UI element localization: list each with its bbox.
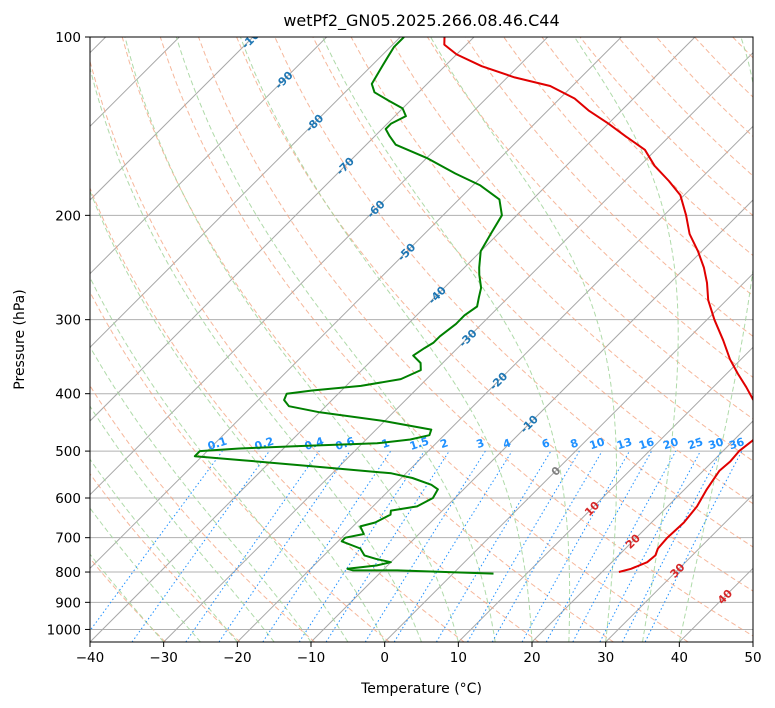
dry-adiabat-line: [236, 37, 753, 592]
mixing-ratio-label: 20: [661, 435, 680, 452]
dry-adiabat-line: [90, 186, 465, 642]
dry-adiabat-line: [503, 37, 753, 297]
y-tick-label: 700: [55, 531, 81, 547]
mixing-ratio-line: [521, 450, 630, 642]
dry-adiabat-line: [426, 37, 753, 378]
x-tick-label: 20: [523, 650, 540, 666]
isotherm-line: [90, 37, 549, 496]
moist-adiabat-line: [90, 405, 275, 642]
y-tick-label: 100: [55, 30, 81, 46]
moist-adiabat-line: [90, 65, 422, 642]
dry-adiabat-line: [159, 37, 689, 642]
x-tick-label: 40: [671, 650, 688, 666]
y-tick-label: 900: [55, 595, 81, 611]
x-tick-label: −20: [223, 650, 252, 666]
dry-adiabat-line: [90, 291, 390, 642]
x-axis: −40 −30 −20 −10 0 10 20 30 40 50: [76, 642, 762, 666]
dry-adiabat-line: [90, 59, 540, 642]
x-tick-label: −40: [76, 650, 105, 666]
isotherm-line: [384, 272, 753, 642]
mixing-ratio-label: 30: [707, 435, 726, 452]
moist-adiabat-line: [678, 37, 753, 642]
isotherm-line: [310, 199, 753, 642]
dry-adiabat-line: [90, 384, 316, 642]
y-tick-label: 400: [55, 387, 81, 403]
mixing-ratio-line: [393, 450, 513, 642]
mixing-ratio-line: [298, 450, 425, 642]
moist-adiabat-line: [90, 345, 312, 642]
moist-adiabat-line: [124, 37, 459, 642]
dry-adiabat-line: [350, 37, 753, 462]
plot-frame: [89, 36, 754, 643]
isotherm-line: [90, 37, 401, 349]
moist-adiabat-line: [574, 37, 679, 642]
mixing-ratio-label: 4: [501, 436, 513, 451]
y-axis: 100 200 300 400 500 600 700 800 900 1000: [47, 30, 90, 638]
mixing-ratio-label: 25: [686, 435, 705, 452]
mixing-ratio-label: 10: [588, 435, 607, 452]
mixing-ratio-label: 6: [540, 436, 552, 451]
mixing-ratio-line: [90, 450, 223, 632]
y-tick-label: 1000: [47, 622, 81, 638]
mixing-ratio-line: [262, 450, 392, 642]
mixing-ratio-label: 2: [439, 436, 450, 451]
moist-adiabat-line: [90, 276, 349, 642]
moist-adiabat-line: [322, 37, 571, 642]
dewpoint-profile-line: [193, 37, 503, 575]
moist-adiabat-line: [90, 189, 386, 642]
moist-adiabat-line: [175, 37, 496, 642]
mixing-ratio-line: [218, 450, 351, 642]
y-tick-label: 300: [55, 313, 81, 329]
y-tick-label: 500: [55, 444, 81, 460]
mixing-ratio-label: 1: [380, 436, 391, 451]
mixing-ratio-line: [572, 450, 677, 642]
y-tick-label: 800: [55, 565, 81, 581]
mixing-ratio-line: [185, 450, 320, 642]
isotherm-line: [236, 125, 753, 642]
mixing-ratio-label: 16: [637, 435, 656, 452]
isotherm-line: [90, 37, 328, 275]
mixing-ratio-line: [131, 450, 270, 642]
isotherm-line: [531, 420, 753, 642]
mixing-ratio-label: 3: [475, 436, 486, 451]
profiles: [193, 37, 753, 575]
mixing-ratio-label: 0.4: [303, 434, 326, 452]
mixing-ratio-line: [545, 450, 653, 642]
temperature-profile-line: [443, 37, 753, 573]
mixing-ratio-label: 0.1: [206, 435, 229, 453]
mixing-ratio-label: 8: [569, 436, 580, 451]
isotherm-line: [457, 346, 753, 642]
x-tick-label: 50: [744, 650, 761, 666]
isotherm-line: [163, 51, 753, 642]
moist-adiabat-line: [239, 37, 533, 642]
y-tick-label: 600: [55, 491, 81, 507]
dry-adiabat-line: [90, 557, 166, 642]
x-axis-label: Temperature (°C): [360, 681, 482, 697]
isotherm-line: [90, 37, 254, 201]
mixing-ratio-label: 13: [615, 435, 634, 452]
moist-adiabat-line: [430, 37, 617, 642]
chart-title: wetPf2_GN05.2025.266.08.46.C44: [283, 11, 559, 31]
dry-adiabat-line: [198, 37, 753, 637]
background-lines: [90, 37, 753, 642]
dry-adiabat-line: [121, 37, 614, 642]
moist-adiabat-line: [90, 458, 238, 642]
mixing-ratio-line: [644, 450, 743, 642]
x-tick-label: 30: [597, 650, 614, 666]
dry-adiabat-line: [90, 472, 241, 642]
x-tick-label: 10: [450, 650, 467, 666]
mixing-ratio-line: [325, 450, 450, 642]
isotherm-line: [605, 493, 753, 642]
y-axis-label: Pressure (hPa): [12, 289, 28, 389]
y-tick-label: 200: [55, 208, 81, 224]
x-tick-label: 0: [380, 650, 389, 666]
isotherm-line: [90, 37, 475, 422]
x-tick-label: −30: [149, 650, 178, 666]
isotherm-line: [90, 37, 622, 570]
x-tick-label: −10: [297, 650, 326, 666]
